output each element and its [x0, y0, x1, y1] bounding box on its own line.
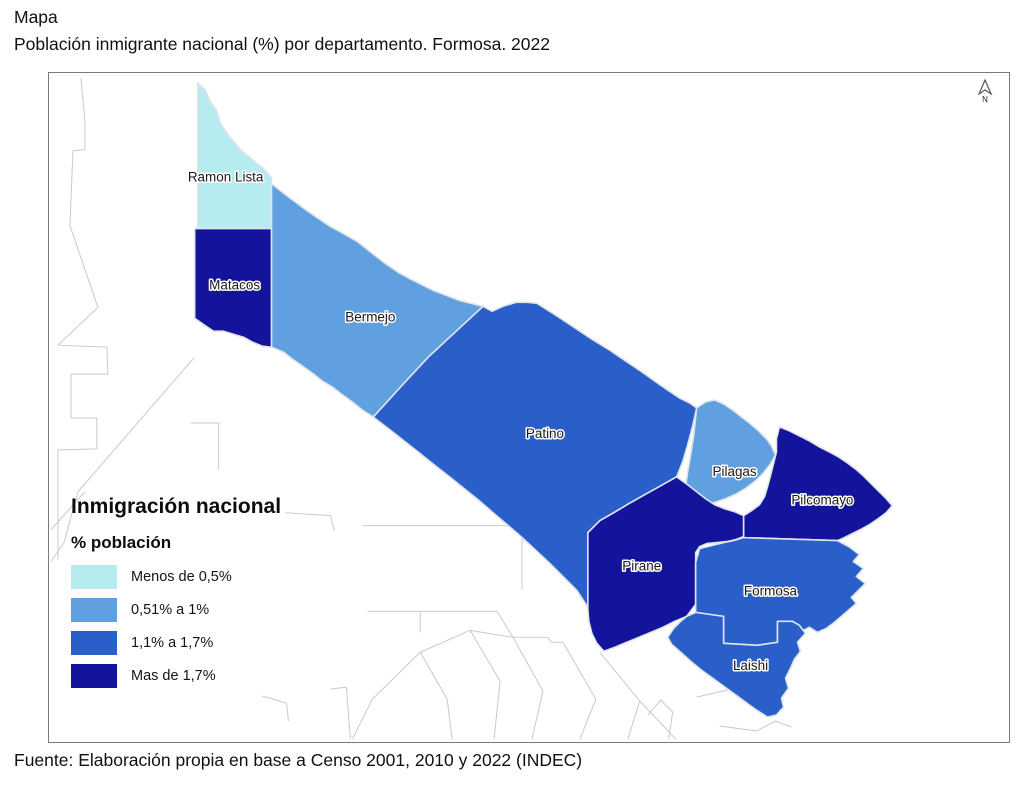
- legend-label-class1: Menos de 0,5%: [131, 569, 232, 585]
- map-title: Mapa: [14, 7, 58, 27]
- map-title-block: Mapa Población inmigrante nacional (%) p…: [14, 4, 550, 58]
- label-pirane: Pirane: [622, 559, 661, 574]
- departments: [193, 82, 894, 718]
- legend-swatch-class3: [71, 631, 117, 655]
- legend-item: 1,1% a 1,7%: [71, 631, 281, 655]
- label-ramon-lista: Ramon Lista: [188, 170, 264, 185]
- legend-item: Menos de 0,5%: [71, 565, 281, 589]
- legend-item: 0,51% a 1%: [71, 598, 281, 622]
- legend-subtitle: % población: [71, 533, 172, 552]
- legend-item: Mas de 1,7%: [71, 664, 281, 688]
- map-legend: Inmigración nacional % población Menos d…: [71, 495, 281, 688]
- legend-swatch-class4: [71, 664, 117, 688]
- region-pilagas: [684, 399, 777, 506]
- legend-title: Inmigración nacional: [71, 495, 282, 518]
- label-matacos: Matacos: [209, 277, 260, 292]
- region-formosa: [694, 536, 867, 647]
- north-arrow-icon: N: [977, 78, 993, 105]
- legend-swatch-class2: [71, 598, 117, 622]
- label-formosa: Formosa: [744, 583, 798, 598]
- neighbor-boundaries: [50, 77, 792, 740]
- label-pilcomayo: Pilcomayo: [791, 493, 853, 508]
- region-ramon-lista: [196, 82, 273, 230]
- source-note: Fuente: Elaboración propia en base a Cen…: [14, 750, 583, 770]
- region-pirane: [587, 475, 745, 653]
- label-pilagas: Pilagas: [712, 464, 756, 479]
- region-bermejo: [270, 182, 484, 418]
- legend-items: Menos de 0,5% 0,51% a 1% 1,1% a 1,7% Mas…: [71, 565, 281, 688]
- north-arrow-label: N: [982, 95, 988, 104]
- label-laishi: Laishi: [733, 658, 768, 673]
- region-laishi: [666, 611, 807, 718]
- choropleth-map: Ramon Lista Matacos Bermejo Patino Pilag…: [50, 77, 993, 740]
- legend-label-class3: 1,1% a 1,7%: [131, 635, 214, 651]
- department-labels: Ramon Lista Matacos Bermejo Patino Pilag…: [186, 168, 855, 675]
- legend-swatch-class1: [71, 565, 117, 589]
- label-patino: Patino: [526, 426, 564, 441]
- region-pilcomayo: [742, 426, 894, 542]
- legend-label-class4: Mas de 1,7%: [131, 668, 216, 684]
- legend-label-class2: 0,51% a 1%: [131, 602, 210, 618]
- map-subtitle: Población inmigrante nacional (%) por de…: [14, 34, 550, 54]
- label-bermejo: Bermejo: [345, 309, 395, 324]
- map-frame: Ramon Lista Matacos Bermejo Patino Pilag…: [48, 72, 1010, 743]
